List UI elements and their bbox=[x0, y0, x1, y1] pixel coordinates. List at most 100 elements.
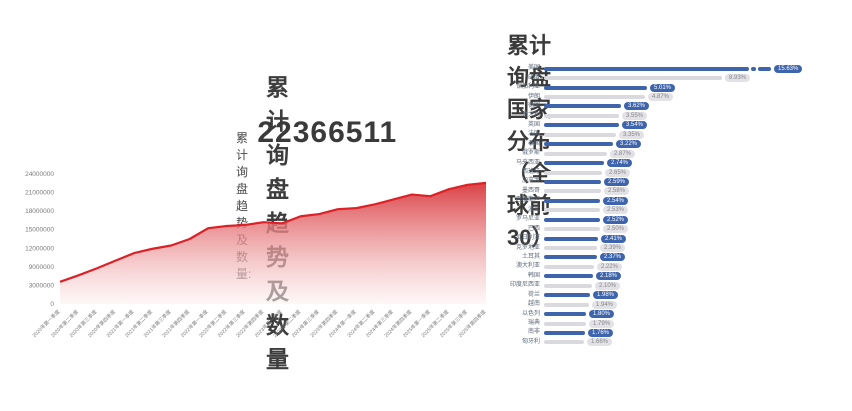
value-badge: 2.59% bbox=[604, 177, 630, 186]
value-badge: 4.87% bbox=[648, 93, 674, 102]
bar-row: 保加利亚 5.01% bbox=[500, 83, 848, 92]
bar-row: 俄罗斯 2.87% bbox=[500, 149, 848, 158]
bar-row: 英国 3.54% bbox=[500, 121, 848, 130]
value-badge: 1.80% bbox=[589, 310, 615, 319]
country-label: 克罗地亚 bbox=[515, 244, 540, 251]
value-badge: 2.65% bbox=[605, 168, 631, 177]
y-axis-tick-label: 9000000 bbox=[29, 264, 55, 271]
country-label: 南非 bbox=[527, 329, 540, 336]
y-axis-tick-label: 0 bbox=[50, 301, 54, 308]
bar-row: 波兰 2.53% bbox=[500, 206, 848, 215]
bar-row: 土耳其 2.37% bbox=[500, 253, 848, 262]
bar-break-segment bbox=[751, 66, 756, 71]
bar bbox=[544, 217, 600, 222]
y-axis-tick-label: 12000000 bbox=[25, 245, 54, 252]
country-label: 罗马尼亚 bbox=[515, 216, 540, 223]
bar-chart-title: 累计询盘国家分布（全球前30） bbox=[507, 33, 554, 250]
y-axis-tick-label: 15000000 bbox=[25, 227, 54, 234]
bar bbox=[544, 264, 594, 269]
value-badge: 2.74% bbox=[607, 159, 633, 168]
bar-row: 南非 1.76% bbox=[500, 328, 848, 337]
country-label: 尼日利亚 bbox=[515, 235, 540, 242]
y-axis-tick-label: 24000000 bbox=[25, 171, 54, 178]
bar bbox=[544, 132, 616, 137]
country-label: 泰国 bbox=[527, 140, 540, 147]
bar-row: 法国 3.35% bbox=[500, 130, 848, 139]
bar bbox=[544, 283, 592, 288]
value-badge: 1.98% bbox=[593, 291, 619, 300]
bar-chart: 美国 15.63% 印度 8.93% 保加利亚 5.01% 伊朗 4.87% 德国 3.62% 意大… bbox=[500, 64, 848, 347]
country-label: 韩国 bbox=[527, 272, 540, 279]
bar bbox=[544, 236, 598, 241]
bar bbox=[544, 227, 600, 232]
bar bbox=[544, 255, 597, 260]
bar-row: 瑞典 1.79% bbox=[500, 319, 848, 328]
area-fill bbox=[60, 182, 486, 304]
bar bbox=[544, 340, 584, 345]
country-label: 波兰 bbox=[527, 206, 540, 213]
bar bbox=[544, 161, 604, 166]
value-badge: 2.10% bbox=[595, 281, 621, 290]
country-label: 土耳其 bbox=[521, 253, 540, 260]
bar bbox=[544, 104, 621, 109]
value-badge: 2.54% bbox=[603, 196, 629, 205]
value-badge: 1.79% bbox=[589, 319, 615, 328]
value-badge: 3.62% bbox=[624, 102, 650, 111]
value-badge: 2.37% bbox=[600, 253, 626, 262]
bar-row: 伊朗 4.87% bbox=[500, 92, 848, 102]
value-badge: 2.22% bbox=[597, 262, 623, 271]
country-label: 巴基斯坦 bbox=[515, 197, 540, 204]
value-badge: 1.94% bbox=[592, 300, 618, 309]
country-label: 美国 bbox=[527, 65, 540, 72]
bar-row: 泰国 3.22% bbox=[500, 140, 848, 149]
country-label: 意大利 bbox=[521, 112, 540, 119]
bar-row: 越南 1.94% bbox=[500, 300, 848, 309]
bar bbox=[544, 179, 601, 184]
bar-row: 罗马尼亚 2.52% bbox=[500, 215, 848, 224]
value-badge: 1.66% bbox=[587, 338, 613, 347]
country-label: 瑞典 bbox=[527, 320, 540, 327]
bar bbox=[544, 142, 613, 147]
bar-row: 匈牙利 1.66% bbox=[500, 338, 848, 347]
value-badge: 15.63% bbox=[774, 64, 803, 73]
value-badge: 3.55% bbox=[622, 111, 648, 120]
bar bbox=[544, 113, 619, 118]
bar bbox=[544, 312, 586, 317]
bar-row: 荷兰 1.98% bbox=[500, 291, 848, 300]
bar bbox=[544, 76, 722, 81]
bar-row: 韩国 2.18% bbox=[500, 272, 848, 281]
bar-row: 墨西哥 2.58% bbox=[500, 187, 848, 196]
bar bbox=[544, 330, 585, 335]
country-label: 墨西哥 bbox=[521, 187, 540, 194]
bar-row: 加拿大 2.59% bbox=[500, 177, 848, 186]
country-label: 英国 bbox=[527, 121, 540, 128]
value-badge: 2.41% bbox=[601, 234, 627, 243]
kpi-value: 22366511 bbox=[257, 116, 398, 149]
country-label: 加拿大 bbox=[521, 178, 540, 185]
bar-row: 巴基斯坦 2.54% bbox=[500, 196, 848, 205]
bar-row: 尼日利亚 2.41% bbox=[500, 234, 848, 243]
bar bbox=[544, 189, 601, 194]
value-badge: 2.50% bbox=[603, 225, 629, 234]
value-badge: 3.54% bbox=[622, 121, 648, 130]
country-label: 印度尼西亚 bbox=[509, 282, 540, 289]
area-chart: 24000000 21000000 18000000 15000000 12000000… bbox=[25, 171, 487, 339]
bar-row: 巴西 2.50% bbox=[500, 224, 848, 234]
bar bbox=[544, 198, 600, 203]
value-badge: 3.22% bbox=[616, 140, 642, 149]
bar-row: 德国 3.62% bbox=[500, 102, 848, 111]
bar-row: 印度 8.93% bbox=[500, 73, 848, 83]
bar-row: 印度尼西亚 2.10% bbox=[500, 281, 848, 290]
value-badge: 2.52% bbox=[603, 215, 629, 224]
bar-row: 美国 15.63% bbox=[500, 64, 848, 73]
bar bbox=[544, 151, 607, 156]
value-badge: 2.53% bbox=[603, 206, 629, 215]
y-axis-tick-label: 3000000 bbox=[29, 282, 55, 289]
country-label: 印度 bbox=[527, 74, 540, 81]
bar bbox=[544, 123, 619, 128]
value-badge: 1.76% bbox=[588, 328, 614, 337]
bar bbox=[544, 302, 589, 307]
bar-row: 意大利 3.55% bbox=[500, 111, 848, 120]
bar bbox=[544, 274, 593, 279]
country-label: 伊朗 bbox=[527, 93, 540, 100]
